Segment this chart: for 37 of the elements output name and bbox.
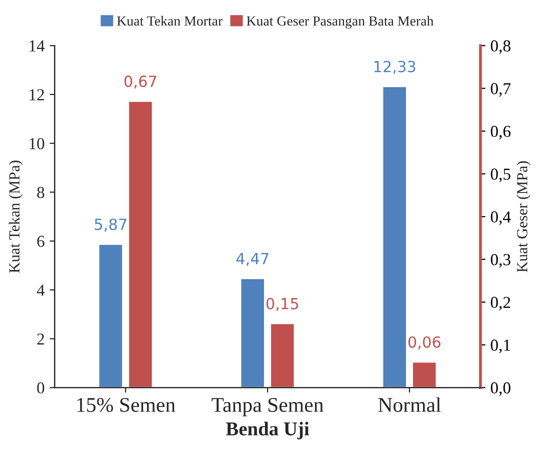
- bar: [98, 244, 124, 388]
- data-label: 4,47: [236, 252, 268, 266]
- y2-tick-label: 0,6: [490, 126, 511, 140]
- x-tick-label: 15% Semen: [77, 398, 176, 412]
- x-axis-title: Benda Uji: [226, 422, 310, 440]
- bar: [240, 278, 266, 388]
- y2-axis-title: Kuat Geser (MPa): [516, 161, 530, 272]
- y2-tick-label: 0,2: [490, 296, 510, 310]
- data-label: 5,87: [94, 218, 126, 232]
- y2-tick-label: 0,3: [490, 254, 510, 268]
- y-tick-label: 8: [37, 186, 44, 198]
- y2-tick-label: 0,5: [490, 168, 510, 182]
- y2-tick-label: 0,0: [490, 382, 510, 396]
- legend-label: Kuat Tekan Mortar: [117, 16, 223, 26]
- y-tick-label: 0: [37, 382, 44, 394]
- data-label: 0,67: [124, 76, 156, 89]
- y-tick-label: 10: [30, 138, 44, 150]
- legend-label: Kuat Geser Pasangan Bata Merah: [246, 16, 434, 29]
- y-tick-label: 4: [36, 284, 45, 296]
- bar: [412, 361, 438, 388]
- y2-tick-label: 0,7: [490, 83, 511, 97]
- data-label: 0,15: [266, 298, 298, 311]
- y-tick-label: 6: [37, 236, 44, 247]
- x-tick-label: Normal: [378, 397, 441, 412]
- bar: [128, 100, 154, 388]
- data-label: 12,33: [374, 60, 416, 74]
- y-tick-label: 2: [37, 333, 44, 345]
- bar: [382, 86, 408, 388]
- y-tick-label: 12: [30, 89, 44, 100]
- data-label: 0,06: [408, 336, 440, 350]
- x-tick-label: Tanpa Semen: [212, 398, 324, 416]
- y2-tick-label: 0,4: [490, 211, 511, 225]
- y-tick-label: 14: [30, 40, 45, 52]
- bar: [270, 322, 296, 388]
- y-axis-title: Kuat Tekan (MPa): [8, 160, 23, 273]
- y2-tick-label: 0,8: [490, 40, 510, 54]
- y2-tick-label: 0,1: [490, 340, 510, 354]
